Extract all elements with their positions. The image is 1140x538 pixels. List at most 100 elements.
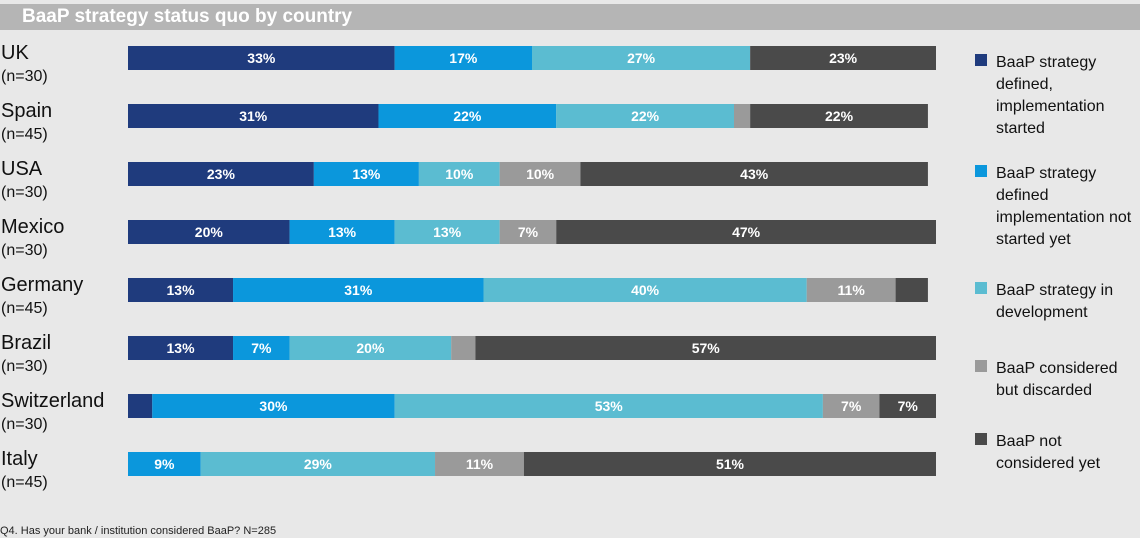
sample-size-label: (n=30) <box>1 68 48 85</box>
data-label: 17% <box>449 50 478 66</box>
data-label: 29% <box>304 456 333 472</box>
data-label: 13% <box>167 282 196 298</box>
bar-segment <box>233 278 484 302</box>
bar-segment <box>418 162 500 186</box>
bar-segment <box>556 104 734 128</box>
bar-segment <box>200 452 436 476</box>
bar-segment <box>128 394 153 418</box>
data-label: 53% <box>595 398 624 414</box>
category-label: Switzerland <box>1 390 104 412</box>
bar-segment <box>895 278 928 302</box>
bar-segment <box>128 452 201 476</box>
bar-segment <box>879 394 936 418</box>
category-label: Mexico <box>1 216 64 238</box>
bar-row-italy: Italy (n=45) 9% 29% 11% 51% <box>1 448 936 491</box>
data-label: 22% <box>453 108 482 124</box>
data-label: 23% <box>207 166 236 182</box>
legend-swatch <box>975 54 987 66</box>
sample-size-label: (n=45) <box>1 474 48 491</box>
data-label: 51% <box>716 456 745 472</box>
sample-size-label: (n=30) <box>1 184 48 201</box>
title-bar: BaaP strategy status quo by country <box>0 4 1140 30</box>
bar-row-germany: Germany (n=45) 13% 31% 40% 11% <box>1 274 928 317</box>
category-label: Germany <box>1 274 83 296</box>
data-label: 9% <box>154 456 175 472</box>
data-label: 20% <box>356 340 385 356</box>
sample-size-label: (n=45) <box>1 300 48 317</box>
data-label: 31% <box>239 108 268 124</box>
data-label: 7% <box>518 224 539 240</box>
data-label: 22% <box>825 108 854 124</box>
bar-segment <box>532 46 751 70</box>
legend-swatch <box>975 165 987 177</box>
data-label: 27% <box>627 50 656 66</box>
data-label: 22% <box>631 108 660 124</box>
bar-segment <box>750 46 936 70</box>
bar-segment <box>580 162 928 186</box>
bar-segment <box>499 162 581 186</box>
data-label: 10% <box>526 166 555 182</box>
bar-segment <box>289 220 395 244</box>
footnote: Q4. Has your bank / institution consider… <box>0 525 277 537</box>
bar-row-brazil: Brazil (n=30) 13% 7% 20% 57% <box>1 332 936 375</box>
bar-row-spain: Spain (n=45) 31% 22% 22% 22% <box>1 100 928 143</box>
data-label: 47% <box>732 224 761 240</box>
bar-row-switzerland: Switzerland (n=30) 30% 53% 7% 7% <box>1 390 936 433</box>
data-label: 7% <box>898 398 919 414</box>
legend-swatch <box>975 433 987 445</box>
bar-segment <box>378 104 557 128</box>
bar-segment <box>750 104 928 128</box>
data-label: 13% <box>167 340 196 356</box>
bar-segment <box>483 278 807 302</box>
bar-segment <box>499 220 557 244</box>
legend-swatch <box>975 360 987 372</box>
legend-swatch <box>975 282 987 294</box>
data-label: 13% <box>328 224 357 240</box>
bar-segment <box>313 162 419 186</box>
legend-label: BaaP strategy defined implementation not… <box>996 165 1132 248</box>
bar-segment <box>233 336 290 360</box>
bar-segment <box>475 336 936 360</box>
category-label: USA <box>1 158 43 180</box>
legend-label: BaaP strategy defined, implementation st… <box>996 54 1105 137</box>
bar-row-usa: USA (n=30) 23% 13% 10% 10% 43% <box>1 158 928 201</box>
legend-label: BaaP considered but discarded <box>996 360 1118 399</box>
bar-segment <box>435 452 524 476</box>
data-label: 7% <box>251 340 272 356</box>
bar-segment <box>451 336 476 360</box>
data-label: 13% <box>352 166 381 182</box>
sample-size-label: (n=30) <box>1 416 48 433</box>
data-label: 40% <box>631 282 660 298</box>
bar-segment <box>128 220 290 244</box>
sample-size-label: (n=45) <box>1 126 48 143</box>
bar-segment <box>152 394 395 418</box>
data-label: 43% <box>740 166 769 182</box>
bar-segment <box>734 104 751 128</box>
legend-label: BaaP not considered yet <box>996 433 1101 472</box>
category-label: UK <box>1 42 29 64</box>
bar-segment <box>523 452 936 476</box>
chart-title: BaaP strategy status quo by country <box>22 6 353 27</box>
data-label: 11% <box>838 282 866 298</box>
data-label: 23% <box>829 50 858 66</box>
bar-segment <box>128 278 234 302</box>
data-label: 11% <box>466 456 494 472</box>
data-label: 10% <box>445 166 474 182</box>
data-label: 57% <box>692 340 721 356</box>
bar-segment <box>128 46 395 70</box>
bar-segment <box>822 394 880 418</box>
data-label: 31% <box>344 282 373 298</box>
bar-segment <box>556 220 936 244</box>
legend-label: BaaP strategy in development <box>996 282 1114 321</box>
bar-segment <box>394 394 823 418</box>
bar-row-uk: UK (n=30) 33% 17% 27% 23% <box>1 42 936 85</box>
bar-segment <box>394 46 532 70</box>
data-label: 7% <box>841 398 862 414</box>
bar-row-mexico: Mexico (n=30) 20% 13% 13% 7% 47% <box>1 216 936 259</box>
bar-segment <box>128 336 234 360</box>
data-label: 33% <box>247 50 276 66</box>
data-label: 13% <box>433 224 462 240</box>
sample-size-label: (n=30) <box>1 358 48 375</box>
bar-segment <box>128 162 314 186</box>
